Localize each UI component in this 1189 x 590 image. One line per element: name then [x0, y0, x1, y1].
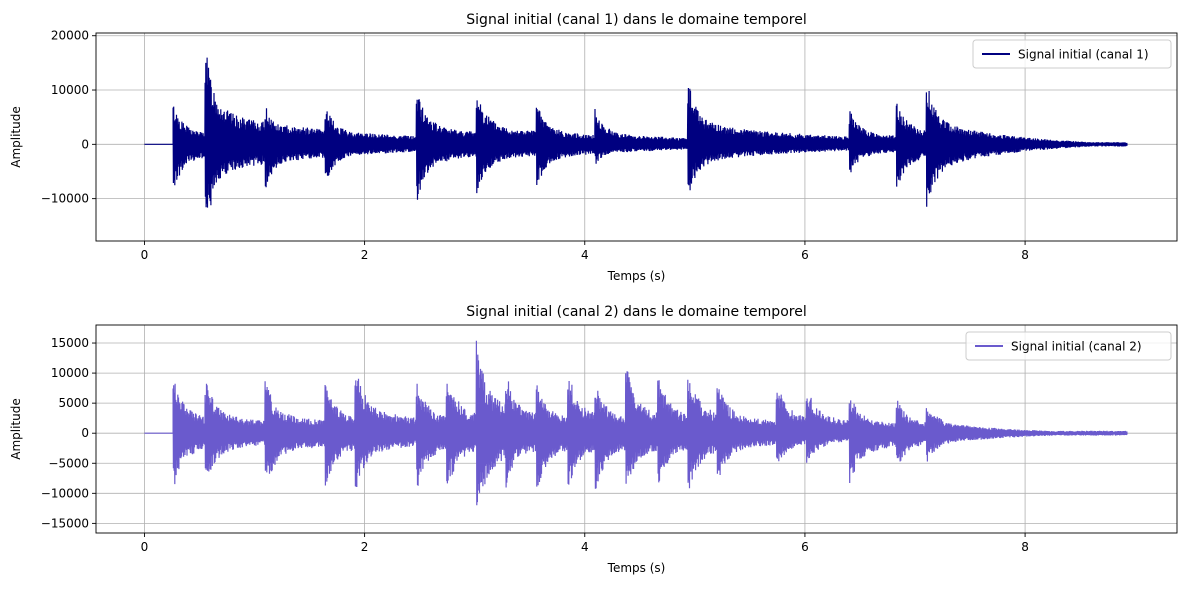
x-tick-label: 0 [141, 540, 149, 554]
x-tick-label: 2 [361, 540, 369, 554]
x-tick-label: 2 [361, 248, 369, 262]
chart-title: Signal initial (canal 2) dans le domaine… [466, 304, 806, 320]
x-tick-label: 8 [1021, 248, 1029, 262]
chart-title: Signal initial (canal 1) dans le domaine… [466, 12, 806, 28]
subplot-2: 0 2 4 6 8 −15000 −10000 −5000 0 5000 10000 15000 Sig… [9, 304, 1178, 575]
plot-frame [95, 324, 1178, 534]
signal-line [144, 57, 1128, 208]
y-tick-label: 15000 [51, 336, 89, 350]
y-tick-label: 10000 [51, 83, 89, 97]
x-tick-label: 6 [801, 540, 809, 554]
y-tick-label: −15000 [41, 516, 89, 530]
y-tick-label: −10000 [41, 192, 89, 206]
y-tick-label: 20000 [51, 29, 89, 43]
x-tick-label: 8 [1021, 540, 1029, 554]
y-axis-label: Amplitude [9, 398, 23, 460]
y-tick-label: 0 [81, 137, 89, 151]
legend-frame [972, 39, 1172, 69]
y-tick-label: 0 [81, 426, 89, 440]
y-tick-label: 10000 [51, 366, 89, 380]
x-axis-label: Temps (s) [607, 269, 666, 283]
subplot-1: 0 2 4 6 8 −10000 0 10000 20000 Signal initial (ca… [9, 12, 1178, 283]
legend-frame [965, 331, 1172, 361]
legend: Signal initial (canal 2) [965, 331, 1172, 361]
y-tick-label: −5000 [48, 456, 89, 470]
legend: Signal initial (canal 1) [972, 39, 1172, 69]
y-tick-label: −10000 [41, 486, 89, 500]
y-axis-label: Amplitude [9, 106, 23, 168]
x-tick-label: 4 [581, 540, 589, 554]
x-tick-label: 0 [141, 248, 149, 262]
legend-label: Signal initial (canal 1) [1018, 48, 1149, 62]
x-tick-label: 6 [801, 248, 809, 262]
signal-line [144, 340, 1128, 506]
legend-label: Signal initial (canal 2) [1011, 340, 1142, 354]
y-tick-label: 5000 [58, 396, 89, 410]
x-tick-label: 4 [581, 248, 589, 262]
x-axis-label: Temps (s) [607, 561, 666, 575]
plot-frame [95, 32, 1178, 242]
